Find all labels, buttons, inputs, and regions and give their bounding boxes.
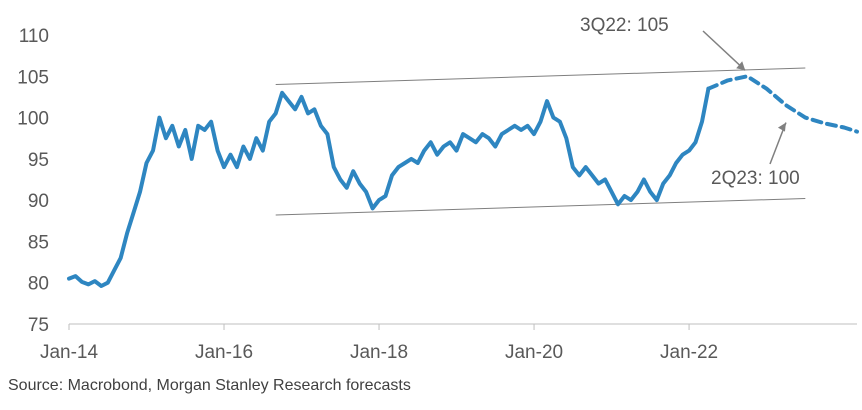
y-tick-label: 105 — [17, 67, 49, 88]
forecast-series-line — [706, 74, 859, 134]
y-tick-label: 100 — [17, 109, 49, 130]
annotation-2q23-arrowhead — [777, 122, 786, 132]
y-tick-label: 85 — [28, 232, 49, 253]
lower-trendline — [275, 197, 806, 216]
y-tick-label: 90 — [28, 191, 49, 212]
y-tick-label: 110 — [19, 26, 49, 47]
source-note: Source: Macrobond, Morgan Stanley Resear… — [8, 377, 411, 394]
actual-series-line — [67, 86, 711, 288]
y-tick-label: 95 — [28, 150, 49, 171]
y-tick-label: 80 — [28, 274, 49, 295]
annotation-2q23-label: 2Q23: 100 — [711, 168, 800, 189]
plot-area: 75 80 85 90 95 100 105 110 Jan-14 Jan-16 Jan-18 Jan… — [17, 15, 859, 363]
x-tick-label: Jan-18 — [350, 342, 408, 363]
annotation-3q22-arrow-line — [702, 30, 746, 71]
x-tick-label: Jan-20 — [505, 342, 563, 363]
x-tick-label: Jan-16 — [195, 342, 253, 363]
annotation-3q22-arrowhead — [736, 61, 746, 71]
x-tick-label: Jan-14 — [40, 342, 99, 363]
y-tick-label: 75 — [28, 315, 49, 336]
x-tick-label: Jan-22 — [660, 342, 718, 363]
annotation-3q22-label: 3Q22: 105 — [580, 15, 669, 36]
line-chart: 75 80 85 90 95 100 105 110 Jan-14 Jan-16 Jan-18 Jan… — [17, 15, 859, 363]
upper-trendline — [275, 67, 806, 86]
